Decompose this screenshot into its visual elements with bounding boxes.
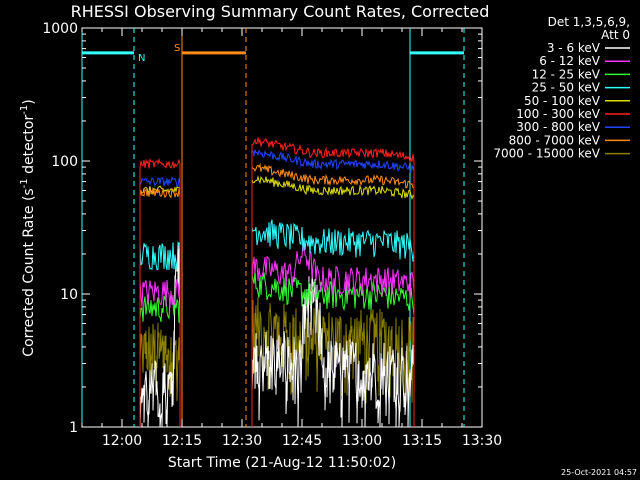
marker-label: S: [174, 43, 180, 54]
plot-area: NS: [81, 27, 483, 428]
legend-item-label: 3 - 6 keV: [547, 41, 601, 55]
series-line: [139, 240, 181, 427]
series-line: [139, 293, 181, 427]
series-line: [139, 242, 181, 428]
marker-label: N: [138, 53, 145, 64]
series-line: [251, 175, 415, 427]
legend-item-label: 6 - 12 keV: [539, 54, 601, 68]
y-axis-tick-labels: 1 10 100 1000: [42, 21, 78, 436]
footer-date: 25-Oct-2021 04:57: [561, 468, 637, 477]
legend-item-label: 100 - 300 keV: [516, 107, 600, 121]
series-line: [251, 149, 415, 427]
chart-title: RHESSI Observing Summary Count Rates, Co…: [71, 2, 490, 21]
x-tick-label: 13:30: [462, 433, 502, 449]
legend-header-line1: Det 1,3,5,6,9,: [548, 15, 630, 29]
legend-header-line2: Att 0: [601, 28, 630, 42]
x-tick-label: 12:45: [282, 433, 322, 449]
y-axis-label-sup2: -1: [19, 105, 30, 115]
x-tick-label: 12:30: [222, 433, 262, 449]
series-line: [251, 272, 415, 428]
legend-item-label: 25 - 50 keV: [532, 81, 601, 95]
x-tick-label: 13:00: [342, 433, 382, 449]
series-line: [139, 175, 181, 427]
y-axis-label-part2: detector: [21, 115, 37, 179]
x-tick-label: 13:15: [402, 433, 442, 449]
y-tick-label: 1000: [42, 21, 78, 37]
series-line: [251, 137, 415, 427]
series-line: [139, 157, 181, 427]
series-lines: [139, 137, 415, 428]
y-tick-label: 10: [60, 287, 78, 303]
axis-ticks: [81, 27, 483, 428]
legend-item-label: 7000 - 15000 keV: [493, 147, 600, 161]
y-tick-label: 100: [51, 154, 78, 170]
legend-item-label: 50 - 100 keV: [524, 94, 601, 108]
y-tick-label: 1: [69, 420, 78, 436]
series-line: [251, 270, 415, 427]
y-axis-label: Corrected Count Rate (s-1 detector-1): [19, 99, 37, 356]
series-line: [139, 187, 181, 427]
series-line: [251, 240, 415, 427]
y-axis-label-part3: ): [21, 99, 37, 104]
y-axis-label-part1: Corrected Count Rate (s: [21, 188, 37, 356]
series-line: [251, 219, 415, 427]
x-tick-label: 12:15: [162, 433, 202, 449]
legend-item-label: 12 - 25 keV: [532, 67, 601, 81]
legend-item-label: 300 - 800 keV: [516, 120, 600, 134]
series-line: [251, 162, 415, 427]
legend-item-label: 800 - 7000 keV: [509, 133, 601, 147]
x-tick-label: 12:00: [102, 433, 142, 449]
attenuator-markers: NS: [81, 28, 465, 427]
x-axis-label: Start Time (21-Aug-12 11:50:02): [168, 455, 396, 471]
x-axis-tick-labels: 12:00 12:15 12:30 12:45 13:00 13:15 13:30: [102, 433, 502, 449]
series-line: [139, 279, 181, 427]
y-axis-label-sup1: -1: [19, 178, 30, 188]
